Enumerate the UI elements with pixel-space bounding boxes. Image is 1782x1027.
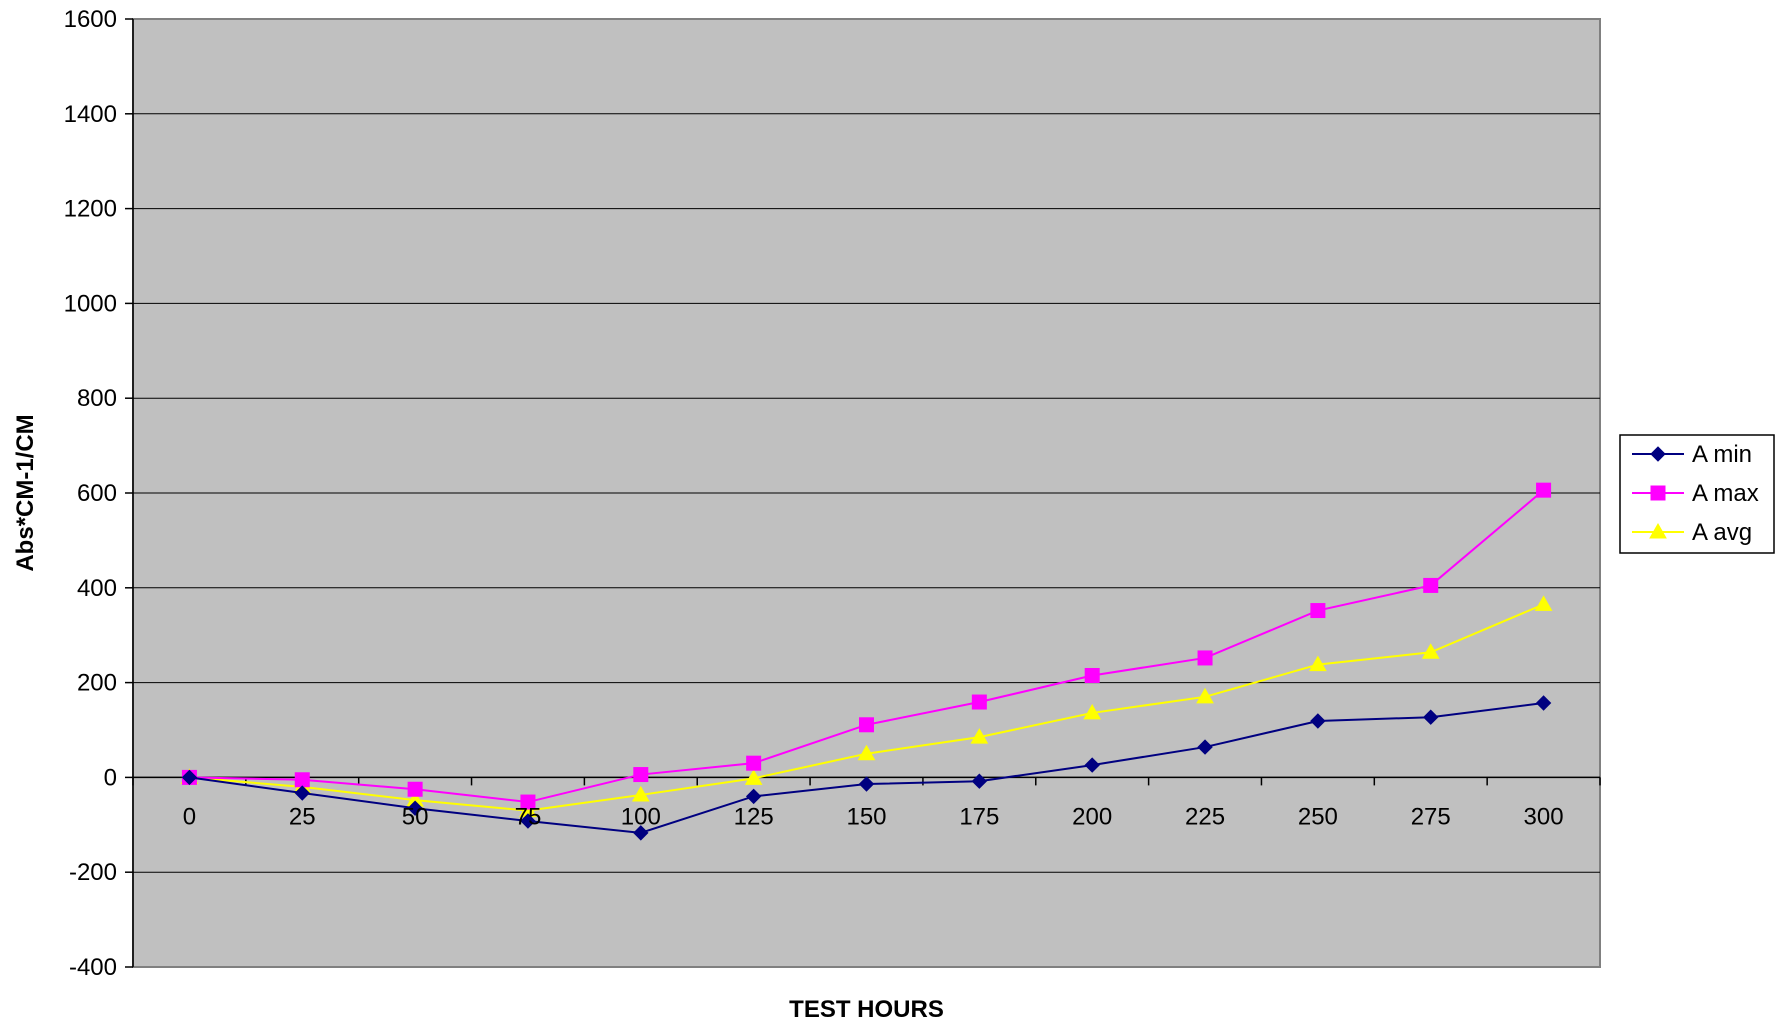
data-point bbox=[1534, 595, 1553, 611]
y-tick-label: 800 bbox=[77, 385, 117, 412]
data-point bbox=[745, 788, 762, 805]
x-tick-label: 300 bbox=[1524, 803, 1564, 830]
x-tick-label: 25 bbox=[289, 803, 316, 830]
tick-labels: -400 -200 0 200 400 600 800 1000 1200 1400 1600 0 25… bbox=[64, 6, 1564, 981]
legend-item: A max bbox=[1632, 480, 1759, 507]
data-point bbox=[746, 755, 762, 771]
x-tick-label: 50 bbox=[402, 803, 429, 830]
data-point bbox=[1535, 695, 1552, 711]
data-point bbox=[1310, 713, 1326, 729]
data-point bbox=[1310, 603, 1326, 619]
series-a-min bbox=[181, 695, 1552, 841]
legend-label: A max bbox=[1692, 480, 1759, 507]
data-point bbox=[633, 767, 649, 783]
y-tick-label: 1200 bbox=[64, 196, 117, 223]
legend: A min A max A avg bbox=[1619, 434, 1775, 554]
x-tick-label: 225 bbox=[1185, 803, 1225, 830]
y-tick-label: 200 bbox=[77, 670, 117, 697]
series-group bbox=[180, 482, 1553, 841]
y-tick-label: -400 bbox=[69, 954, 117, 981]
y-tick-label: 0 bbox=[104, 764, 117, 791]
legend-marker bbox=[1649, 522, 1667, 539]
data-point bbox=[407, 800, 423, 816]
data-point bbox=[1084, 667, 1100, 683]
data-point bbox=[407, 781, 423, 797]
x-tick-label: 175 bbox=[959, 803, 999, 830]
data-point bbox=[744, 769, 763, 785]
data-point bbox=[181, 769, 198, 786]
data-point bbox=[1083, 703, 1102, 720]
legend-label: A avg bbox=[1692, 519, 1752, 546]
x-tick-label: 250 bbox=[1298, 803, 1338, 830]
x-tick-label: 200 bbox=[1072, 803, 1112, 830]
data-point bbox=[1197, 650, 1213, 666]
data-point bbox=[520, 813, 536, 829]
data-point bbox=[294, 785, 310, 801]
data-point bbox=[1084, 757, 1100, 773]
data-point bbox=[633, 825, 649, 841]
legend-label: A min bbox=[1692, 441, 1752, 468]
y-tick-label: 1000 bbox=[64, 290, 117, 317]
y-tick-label: 1600 bbox=[64, 6, 117, 33]
legend-item: A avg bbox=[1632, 519, 1752, 546]
x-tick-label: 100 bbox=[621, 803, 661, 830]
x-tick-label: 275 bbox=[1411, 803, 1451, 830]
data-point bbox=[1197, 739, 1213, 755]
y-tick-label: 600 bbox=[77, 480, 117, 507]
data-point bbox=[1196, 687, 1214, 704]
data-point bbox=[631, 785, 650, 802]
x-tick-label: 150 bbox=[846, 803, 886, 830]
data-point bbox=[971, 694, 987, 710]
y-tick-label: 1400 bbox=[64, 101, 117, 128]
data-point bbox=[294, 772, 310, 788]
data-point bbox=[858, 776, 875, 792]
data-point bbox=[970, 728, 989, 744]
x-tick-label: 125 bbox=[734, 803, 774, 830]
legend-marker bbox=[1650, 446, 1666, 462]
data-point bbox=[859, 717, 874, 733]
x-tick-label: 75 bbox=[515, 803, 542, 830]
data-point bbox=[1423, 709, 1439, 725]
data-point bbox=[1423, 577, 1439, 593]
data-point bbox=[1421, 643, 1440, 659]
y-tick-label: -200 bbox=[69, 859, 117, 886]
data-point bbox=[857, 744, 876, 761]
data-point bbox=[1309, 655, 1327, 672]
data-point bbox=[520, 794, 536, 810]
data-point bbox=[971, 773, 988, 789]
y-tick-label: 400 bbox=[77, 575, 117, 602]
x-tick-label: 0 bbox=[183, 803, 196, 830]
series-a-max bbox=[181, 482, 1552, 810]
legend-marker bbox=[1650, 485, 1666, 501]
x-axis-title: TEST HOURS bbox=[789, 996, 944, 1023]
data-point bbox=[1536, 482, 1552, 498]
legend-item: A min bbox=[1632, 441, 1752, 468]
y-axis-title: Abs*CM-1/CM bbox=[12, 414, 39, 571]
